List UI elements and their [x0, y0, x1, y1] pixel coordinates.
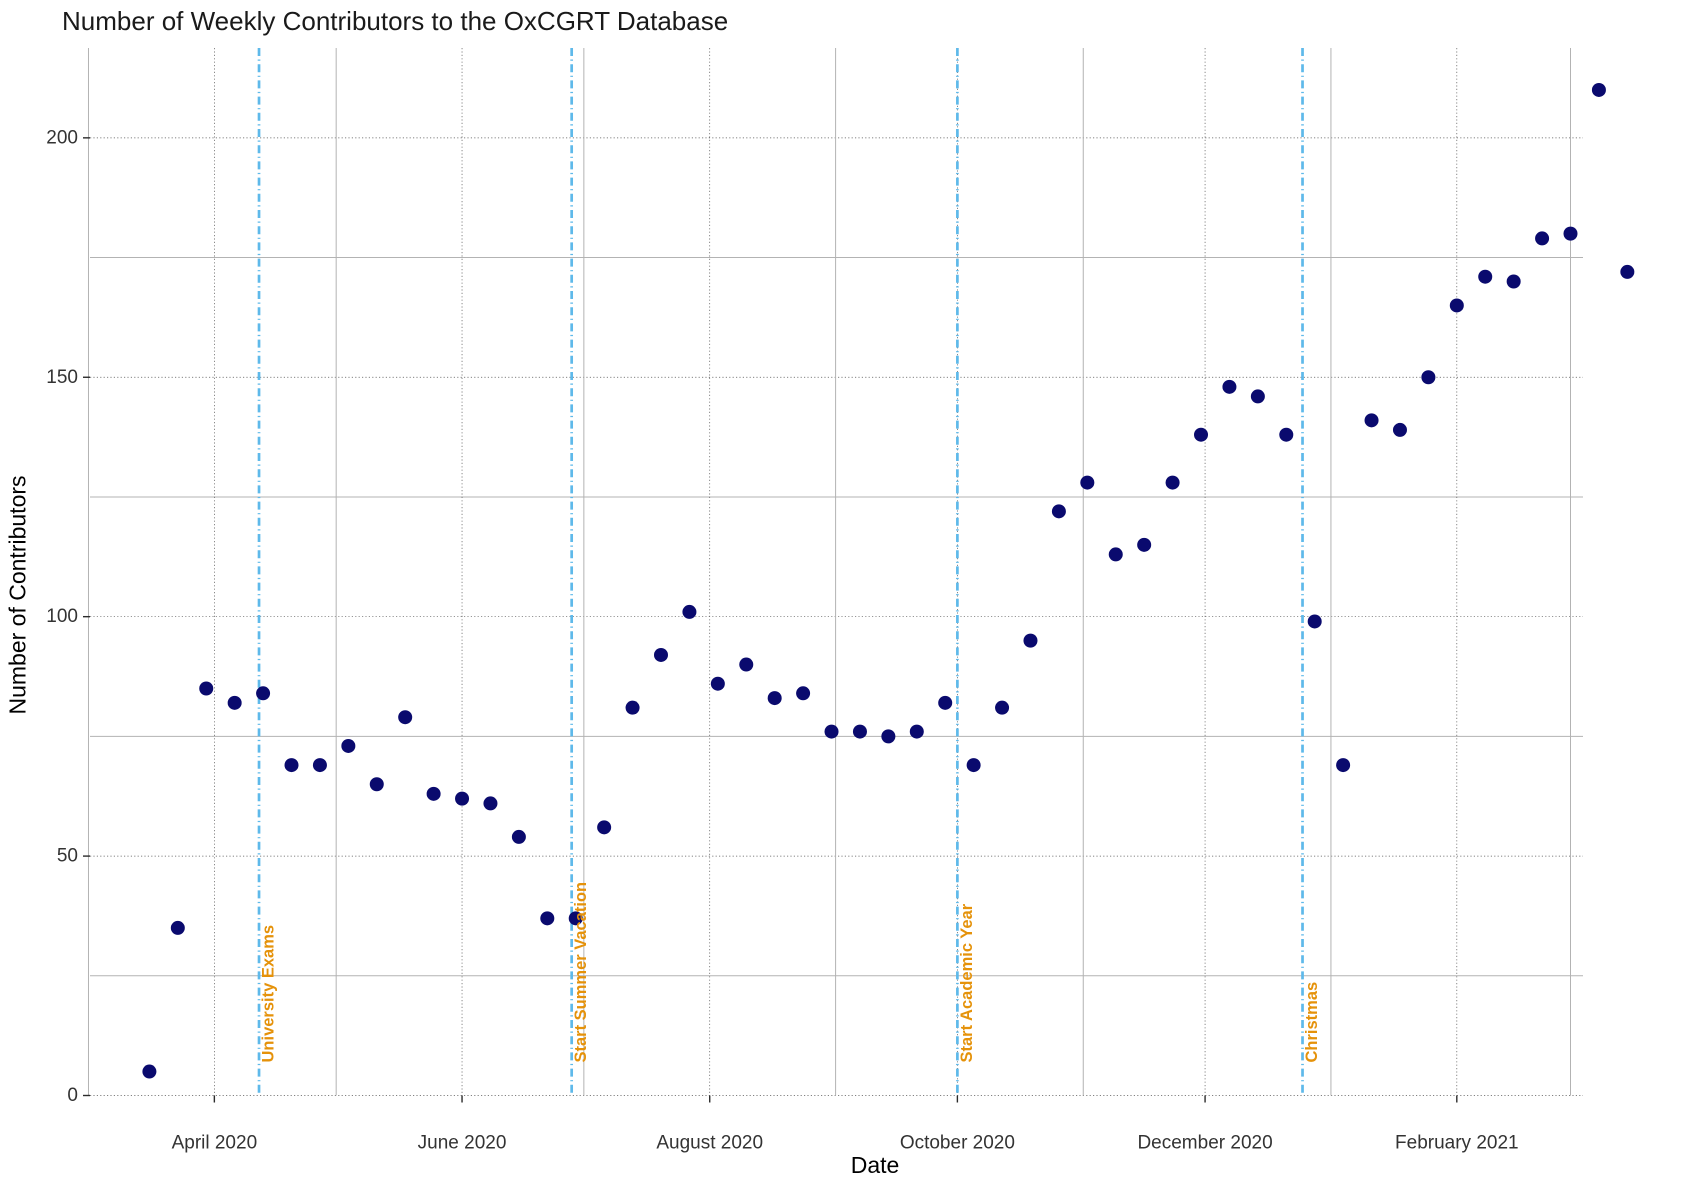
svg-text:Christmas: Christmas	[1303, 982, 1321, 1063]
svg-text:University Exams: University Exams	[260, 925, 278, 1063]
svg-text:October 2020: October 2020	[900, 1133, 1015, 1154]
svg-text:February 2021: February 2021	[1395, 1133, 1519, 1154]
svg-text:Start Academic Year: Start Academic Year	[958, 903, 976, 1062]
svg-text:December 2020: December 2020	[1137, 1133, 1272, 1154]
svg-text:April 2020: April 2020	[172, 1133, 258, 1154]
svg-text:100: 100	[46, 606, 78, 627]
svg-text:200: 200	[46, 127, 78, 148]
svg-text:Start Summer Vacation: Start Summer Vacation	[572, 882, 590, 1063]
svg-text:50: 50	[57, 846, 78, 867]
svg-text:August 2020: August 2020	[656, 1133, 763, 1154]
svg-text:150: 150	[46, 367, 78, 388]
svg-text:0: 0	[67, 1085, 78, 1106]
svg-text:June 2020: June 2020	[418, 1133, 507, 1154]
